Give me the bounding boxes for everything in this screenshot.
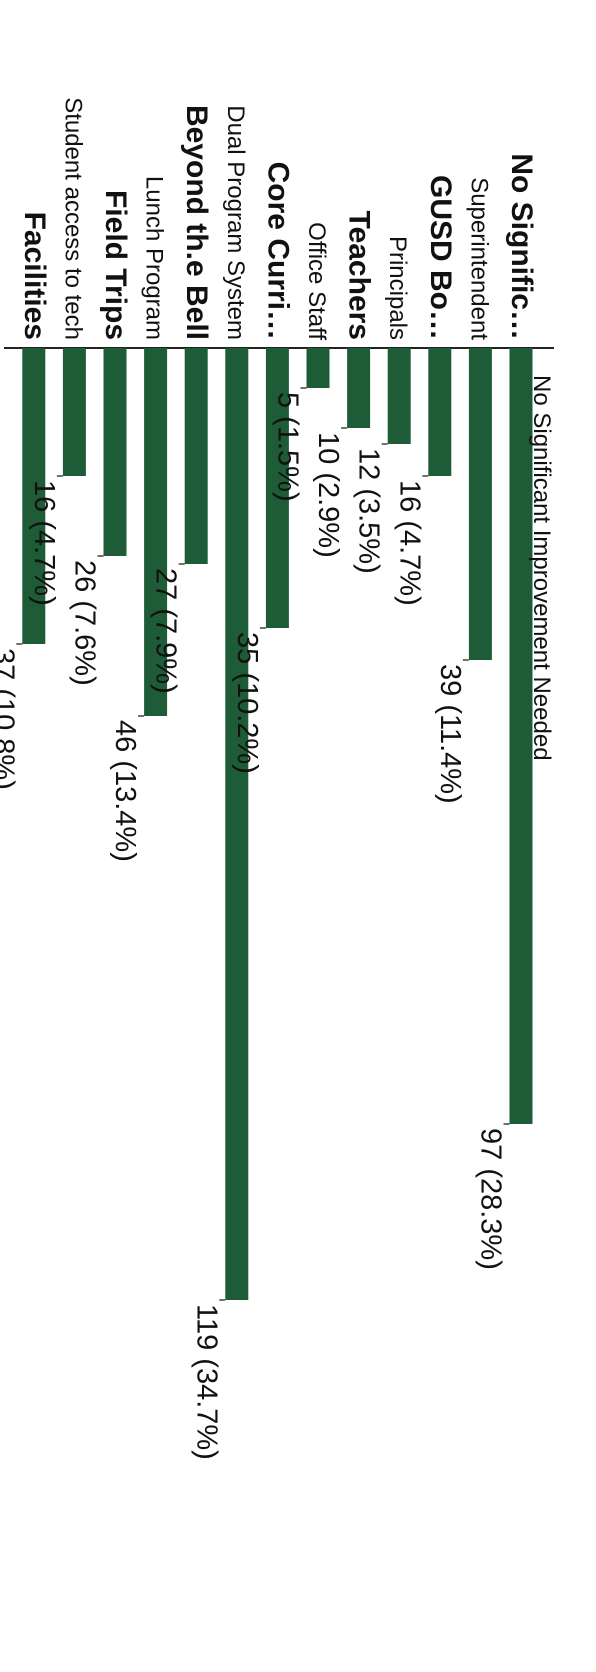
category-labels: No Signific… Superintendent GUSD Bo… Princi…	[18, 97, 538, 340]
category-label: Teachers	[343, 210, 376, 340]
value-labels: 97 (28.3%)39 (11.4%)16 (4.7%)12 (3.5%)10…	[0, 387, 510, 1460]
bar-7[interactable]	[265, 348, 289, 628]
bar-8[interactable]	[225, 348, 249, 1300]
value-label: 16 (4.7%)	[28, 480, 60, 606]
value-label: 119 (34.7%)	[190, 1304, 222, 1460]
category-label: Field Trips	[99, 190, 132, 340]
category-label: Office Staff	[303, 222, 330, 340]
category-label: Facilities	[18, 212, 51, 340]
value-label: 12 (3.5%)	[353, 448, 385, 574]
category-label: Beyond th.e Bell	[180, 105, 213, 340]
bar-12[interactable]	[62, 348, 86, 476]
category-label: Lunch Program	[141, 176, 168, 340]
bar-10[interactable]	[144, 348, 168, 716]
value-label: 39 (11.4%)	[434, 664, 466, 804]
value-label: 26 (7.6%)	[69, 560, 101, 686]
bar-3[interactable]	[428, 348, 452, 476]
hover-label: No Significant Improvement Needed	[528, 375, 555, 761]
value-label: 16 (4.7%)	[393, 480, 425, 606]
bars	[22, 348, 533, 1300]
value-label: 10 (2.9%)	[312, 432, 344, 558]
bar-13[interactable]	[22, 348, 46, 644]
bar-2[interactable]	[468, 348, 492, 660]
bar-11[interactable]	[103, 348, 127, 556]
category-label: Core Curri…	[261, 162, 294, 340]
category-label: Dual Program System	[222, 105, 249, 340]
category-label: Student access to tech	[59, 97, 86, 340]
bar-5[interactable]	[347, 348, 371, 428]
value-label: 27 (7.9%)	[150, 568, 182, 694]
value-label: 35 (10.2%)	[231, 632, 263, 774]
category-label: Superintendent	[465, 177, 492, 340]
category-label: Principals	[384, 236, 411, 340]
value-label: 46 (13.4%)	[109, 720, 141, 862]
category-label: GUSD Bo…	[424, 175, 457, 340]
bar-9[interactable]	[184, 348, 208, 564]
value-label: 37 (10.8%)	[0, 648, 19, 790]
category-label: No Signific…	[505, 153, 538, 340]
value-label: 97 (28.3%)	[475, 1128, 507, 1270]
bar-6[interactable]	[306, 348, 330, 388]
bar-1[interactable]	[509, 348, 533, 1124]
value-label: 5 (1.5%)	[272, 392, 304, 502]
bar-4[interactable]	[387, 348, 411, 444]
